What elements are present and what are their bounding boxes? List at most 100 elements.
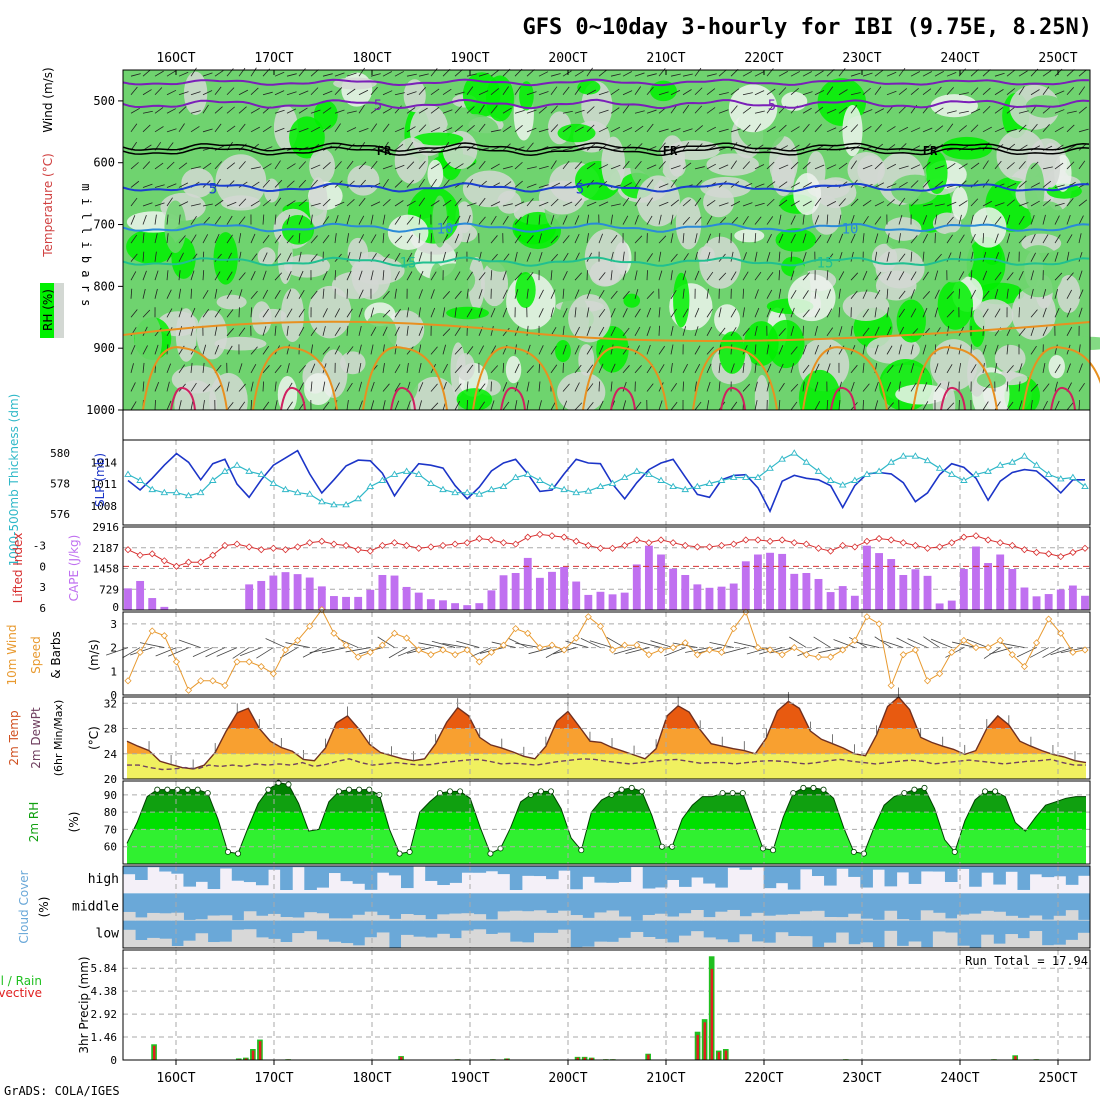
wind-barb bbox=[310, 327, 318, 337]
wind-barb bbox=[358, 197, 366, 207]
wind-barb bbox=[190, 91, 201, 96]
wind-barb bbox=[406, 73, 417, 77]
wind-barb bbox=[838, 125, 848, 133]
wind-barb bbox=[226, 201, 237, 207]
wind-barb bbox=[466, 399, 468, 411]
wind-barb bbox=[250, 346, 258, 355]
wind-barb bbox=[262, 365, 270, 374]
wind-barb bbox=[286, 235, 294, 244]
cloud-mid-cell bbox=[1029, 915, 1043, 921]
wind-barb bbox=[994, 344, 999, 355]
wind-barb bbox=[406, 346, 414, 355]
cloud-mid-cell bbox=[727, 909, 740, 921]
wind-barb bbox=[1066, 214, 1071, 225]
wind-barb bbox=[634, 110, 645, 114]
rh-point bbox=[366, 786, 373, 793]
wind-barb bbox=[454, 327, 461, 337]
wind-barb bbox=[130, 363, 134, 374]
cloud-high-cell bbox=[932, 866, 946, 872]
lifted-index-point bbox=[390, 539, 399, 547]
wind-barb bbox=[778, 270, 781, 281]
wind-barb bbox=[334, 382, 340, 392]
thickness-point bbox=[196, 488, 205, 496]
wind-barb bbox=[346, 400, 349, 411]
y-tick-label: 500 bbox=[93, 94, 115, 108]
panel-frame bbox=[122, 696, 1091, 780]
wind-barb bbox=[526, 325, 529, 336]
lifted-index-point bbox=[475, 534, 483, 543]
wind-barb bbox=[670, 344, 674, 355]
wind-barb bbox=[166, 214, 169, 225]
cape-bar bbox=[378, 574, 387, 610]
surface-wind-barb bbox=[580, 637, 601, 648]
wind-barb bbox=[562, 400, 568, 411]
wind-speed-point bbox=[790, 644, 798, 652]
wind-barb bbox=[502, 401, 510, 411]
wind-barb bbox=[274, 253, 282, 262]
wind-barb bbox=[1078, 307, 1083, 318]
wind-barb bbox=[670, 382, 678, 392]
thickness-point bbox=[1008, 458, 1017, 465]
rh-point bbox=[628, 784, 635, 791]
cloud-high-cell bbox=[352, 866, 366, 884]
wind-speed-point bbox=[1045, 615, 1053, 623]
rh-point bbox=[850, 848, 857, 855]
wind-speed-point bbox=[548, 641, 556, 649]
wind-barb bbox=[862, 362, 865, 373]
wind-barb bbox=[754, 144, 764, 151]
cloud-low-cell bbox=[413, 936, 426, 948]
wind-barb bbox=[454, 91, 465, 96]
wind-barb bbox=[958, 234, 965, 244]
isotherm-hot-line bbox=[390, 386, 416, 411]
wind-barb bbox=[598, 400, 604, 411]
wind-barb bbox=[502, 107, 512, 114]
wind-barb bbox=[262, 126, 272, 133]
wind-barb bbox=[586, 307, 590, 318]
wind-barb bbox=[286, 180, 295, 188]
wind-barb bbox=[766, 216, 774, 225]
rh-patch bbox=[216, 294, 247, 310]
wind-barb bbox=[394, 382, 401, 392]
lifted-index-point bbox=[633, 536, 641, 544]
cloud-high-cell bbox=[147, 866, 160, 868]
cape-bar bbox=[972, 546, 980, 610]
wind-barb bbox=[646, 179, 654, 188]
wind-barb bbox=[922, 215, 928, 225]
cape-bar bbox=[620, 592, 629, 610]
wind-barb bbox=[202, 104, 209, 114]
wind-barb bbox=[898, 233, 901, 244]
wind-barb bbox=[154, 288, 158, 299]
wind-barb bbox=[574, 345, 580, 355]
wind-barb bbox=[514, 363, 520, 374]
wind-barb bbox=[982, 160, 989, 170]
wind-barb bbox=[1078, 215, 1084, 225]
wind-barb bbox=[874, 124, 882, 133]
rh-tick-label: 60 bbox=[104, 841, 117, 854]
wind-barb bbox=[946, 216, 954, 225]
cloud-mid-cell bbox=[715, 911, 728, 921]
surface-wind-barb bbox=[813, 636, 831, 648]
surface-wind-barb bbox=[951, 641, 977, 648]
wind-barb bbox=[154, 382, 160, 392]
wind-barb bbox=[274, 109, 285, 114]
wind-barb bbox=[430, 233, 433, 244]
wind-barb bbox=[418, 73, 429, 77]
lifted-index-point bbox=[596, 544, 605, 552]
wind-barb bbox=[610, 363, 616, 374]
wind-barb bbox=[790, 88, 799, 96]
wind-barb bbox=[934, 363, 939, 374]
wind-barb bbox=[1054, 202, 1065, 207]
wind-barb bbox=[406, 252, 413, 262]
cape-bar bbox=[584, 594, 593, 610]
wind-barb bbox=[274, 179, 283, 188]
wind-barb bbox=[346, 233, 350, 244]
precip-convective-bar bbox=[590, 1058, 594, 1060]
wind-barb bbox=[970, 69, 979, 77]
wind-barb bbox=[670, 73, 681, 77]
wind-barb bbox=[358, 307, 363, 318]
wind-barb bbox=[814, 70, 824, 77]
wind-barb bbox=[1042, 124, 1050, 133]
wind-barb bbox=[274, 214, 277, 225]
wind-barb bbox=[994, 72, 1005, 77]
wind-barb bbox=[490, 88, 500, 96]
